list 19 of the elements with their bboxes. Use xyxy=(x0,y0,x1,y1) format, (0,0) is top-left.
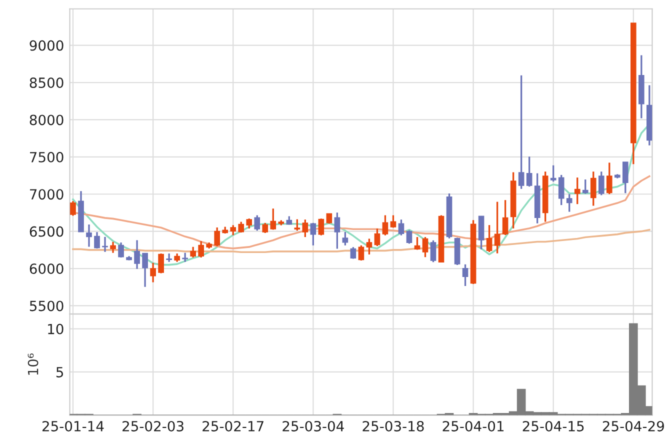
x-tick-label: 25-04-15 xyxy=(522,420,584,432)
y-axis-title: 10⁶ xyxy=(28,353,38,375)
y-tick-label: 6000 xyxy=(30,263,64,274)
y-tick-label: 8000 xyxy=(30,114,64,126)
y-tick-label: 7500 xyxy=(30,152,64,162)
x-tick-label: 25-04-29 xyxy=(602,420,664,432)
y-tick-label: 6500 xyxy=(30,226,64,237)
x-tick-label: 25-04-01 xyxy=(442,420,504,432)
y-tick-label: 7000 xyxy=(30,189,64,200)
x-tick-label: 25-02-17 xyxy=(202,420,264,432)
x-tick-label: 25-02-03 xyxy=(122,420,184,432)
y-tick-label: 10 xyxy=(48,324,64,334)
x-tick-label: 25-03-04 xyxy=(282,420,344,432)
x-tick-label: 25-01-14 xyxy=(42,420,104,432)
x-tick-label: 25-03-18 xyxy=(362,420,424,432)
y-tick-label: 8500 xyxy=(30,78,64,88)
y-tick-label: 5 xyxy=(56,367,64,378)
y-tick-label: 5500 xyxy=(30,300,64,312)
y-tick-label: 9000 xyxy=(30,40,64,51)
